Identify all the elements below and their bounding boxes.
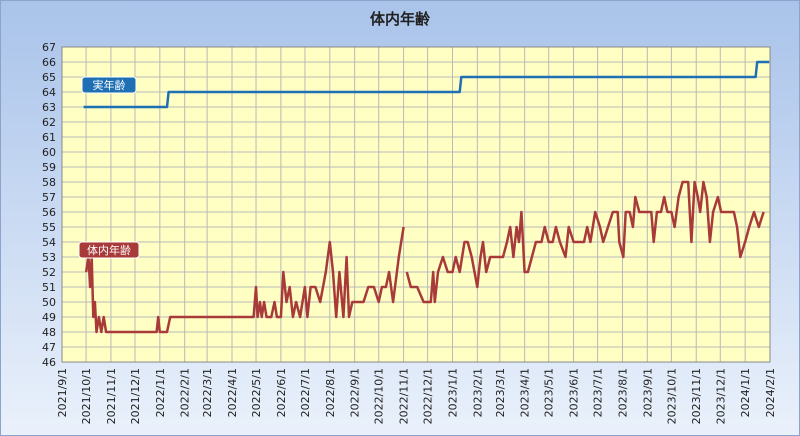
x-tick-label: 2022/11/1 xyxy=(398,368,411,424)
x-tick-label: 2022/12/1 xyxy=(422,368,435,424)
x-tick-label: 2023/1/1 xyxy=(446,368,459,417)
legend-item: 実年齢 xyxy=(81,76,137,94)
x-tick-label: 2023/9/1 xyxy=(641,368,654,417)
x-tick-label: 2022/3/1 xyxy=(201,368,214,417)
x-tick-label: 2023/4/1 xyxy=(519,368,532,417)
x-tick-label: 2021/10/1 xyxy=(80,368,93,424)
y-tick-label: 53 xyxy=(42,251,56,264)
legend-badge xyxy=(81,76,137,94)
y-tick-label: 57 xyxy=(42,191,56,204)
y-tick-label: 62 xyxy=(42,116,56,129)
y-tick-label: 58 xyxy=(42,176,56,189)
legend-label: 実年齢 xyxy=(93,78,126,92)
x-tick-label: 2023/5/1 xyxy=(543,368,556,417)
x-tick-label: 2022/1/1 xyxy=(154,368,167,417)
y-tick-label: 54 xyxy=(42,236,56,249)
y-tick-label: 67 xyxy=(42,41,56,54)
x-tick-label: 2023/10/1 xyxy=(665,368,678,424)
x-tick-label: 2022/7/1 xyxy=(299,368,312,417)
x-tick-label: 2023/7/1 xyxy=(592,368,605,417)
x-tick-label: 2023/3/1 xyxy=(494,368,507,417)
y-tick-label: 50 xyxy=(42,296,56,309)
y-tick-label: 63 xyxy=(42,101,56,114)
y-tick-label: 46 xyxy=(42,356,56,369)
x-tick-label: 2024/2/1 xyxy=(764,368,777,417)
series-line xyxy=(84,180,765,334)
plot-border xyxy=(61,46,771,363)
x-tick-label: 2022/6/1 xyxy=(275,368,288,417)
y-tick-label: 48 xyxy=(42,326,56,339)
x-tick-label: 2022/10/1 xyxy=(373,368,386,424)
chart-title: 体内年齢 xyxy=(370,10,431,28)
x-tick-label: 2021/11/1 xyxy=(105,368,118,424)
x-tick-label: 2022/2/1 xyxy=(179,368,192,417)
series-line xyxy=(83,60,770,109)
x-tick-label: 2023/8/1 xyxy=(616,368,629,417)
x-tick-label: 2021/9/1 xyxy=(56,368,69,417)
y-tick-label: 64 xyxy=(42,86,56,99)
legend-badge xyxy=(78,241,140,259)
y-tick-label: 66 xyxy=(42,56,56,69)
x-tick-label: 2023/6/1 xyxy=(568,368,581,417)
y-tick-label: 47 xyxy=(42,341,56,354)
plot-area xyxy=(62,47,770,362)
y-tick-label: 55 xyxy=(42,221,56,234)
y-tick-label: 56 xyxy=(42,206,56,219)
x-tick-label: 2022/5/1 xyxy=(250,368,263,417)
x-tick-label: 2022/8/1 xyxy=(324,368,337,417)
y-tick-label: 52 xyxy=(42,266,56,279)
x-tick-label: 2022/9/1 xyxy=(349,368,362,417)
y-tick-label: 65 xyxy=(42,71,56,84)
x-tick-label: 2021/12/1 xyxy=(129,368,142,424)
legend-item: 体内年齢 xyxy=(78,241,140,259)
legend-label: 体内年齢 xyxy=(87,243,131,257)
y-tick-label: 49 xyxy=(42,311,56,324)
y-tick-label: 59 xyxy=(42,161,56,174)
y-tick-label: 60 xyxy=(42,146,56,159)
x-tick-label: 2023/2/1 xyxy=(471,368,484,417)
y-tick-label: 51 xyxy=(42,281,56,294)
y-tick-label: 61 xyxy=(42,131,56,144)
x-tick-label: 2023/12/1 xyxy=(714,368,727,424)
x-tick-label: 2022/4/1 xyxy=(226,368,239,417)
x-tick-label: 2023/11/1 xyxy=(690,368,703,424)
x-tick-label: 2024/1/1 xyxy=(739,368,752,417)
